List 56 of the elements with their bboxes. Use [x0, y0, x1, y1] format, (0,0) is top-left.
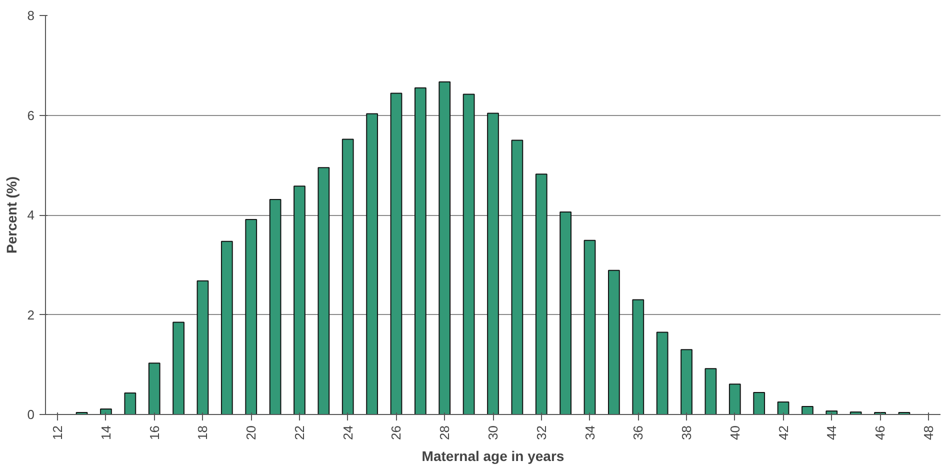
- bar: [366, 113, 378, 414]
- bar: [124, 392, 136, 414]
- bar: [632, 299, 644, 414]
- x-axis-title: Maternal age in years: [422, 448, 564, 464]
- x-tick-label: 12: [50, 425, 66, 440]
- bar: [728, 384, 741, 414]
- bar: [535, 174, 548, 414]
- x-tick-label: 24: [340, 425, 356, 440]
- bar: [608, 270, 620, 414]
- bar: [148, 362, 160, 414]
- bar: [172, 322, 184, 414]
- bar: [680, 349, 692, 414]
- x-tick-label: 46: [872, 425, 888, 440]
- x-tick-label: 26: [388, 425, 404, 440]
- x-tick-label: 32: [534, 425, 549, 440]
- x-tick-label: 22: [292, 425, 307, 440]
- bar: [584, 240, 596, 414]
- bar: [220, 240, 233, 414]
- y-axis-title: Percent (%): [3, 176, 20, 254]
- y-tick-label: 2: [27, 307, 35, 322]
- x-tick-label: 34: [582, 425, 598, 440]
- bar: [196, 280, 209, 414]
- bar: [245, 218, 258, 414]
- x-tick-label: 16: [146, 425, 162, 440]
- bar: [487, 112, 499, 414]
- bar: [318, 167, 330, 414]
- bar: [269, 199, 282, 414]
- y-tick-label: 4: [27, 208, 35, 222]
- y-tick-label: 0: [27, 407, 35, 422]
- y-tick-label: 6: [27, 108, 35, 123]
- x-tick-label: 40: [727, 425, 742, 440]
- bar: [777, 402, 790, 414]
- x-tick-label: 30: [486, 425, 500, 440]
- y-tick-label: 8: [27, 8, 35, 23]
- x-tick-label: 44: [824, 425, 840, 440]
- bar: [294, 186, 306, 414]
- x-tick-label: 20: [244, 425, 259, 440]
- x-tick-label: 36: [630, 425, 646, 440]
- x-tick-label: 48: [920, 425, 936, 440]
- bar: [802, 406, 814, 414]
- bar: [342, 138, 354, 414]
- bar: [390, 92, 402, 414]
- bar: [438, 81, 451, 414]
- x-tick-label: 14: [98, 425, 114, 440]
- bar: [704, 368, 717, 414]
- x-tick-label: 42: [776, 425, 791, 440]
- bar: [560, 212, 572, 414]
- x-tick-label: 28: [437, 425, 452, 440]
- x-tick-label: 38: [679, 425, 694, 440]
- bar: [414, 87, 426, 414]
- bar: [100, 408, 112, 414]
- bar: [753, 392, 766, 414]
- bar: [462, 94, 475, 414]
- bar: [656, 332, 668, 414]
- x-tick-label: 18: [195, 425, 210, 440]
- bar: [511, 140, 524, 414]
